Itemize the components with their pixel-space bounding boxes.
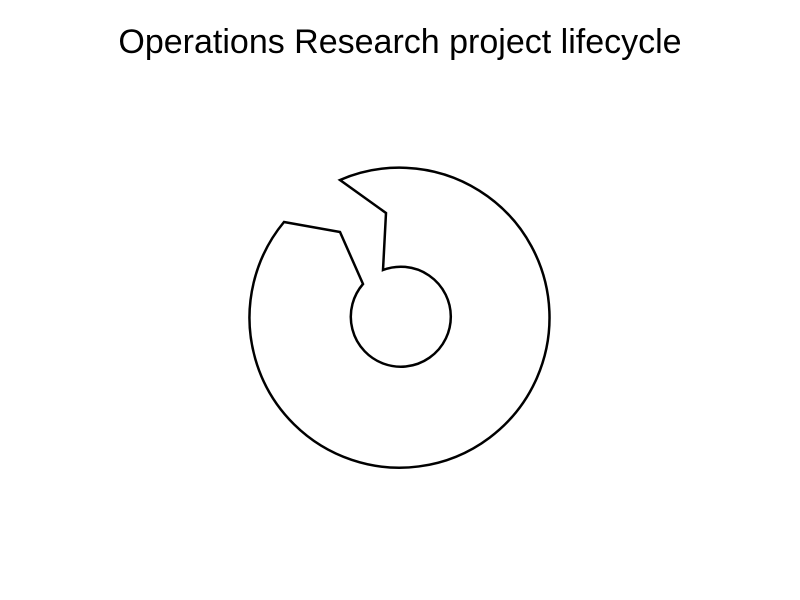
cycle-ring-arrow (248, 166, 551, 469)
page-title: Operations Research project lifecycle (118, 23, 682, 61)
